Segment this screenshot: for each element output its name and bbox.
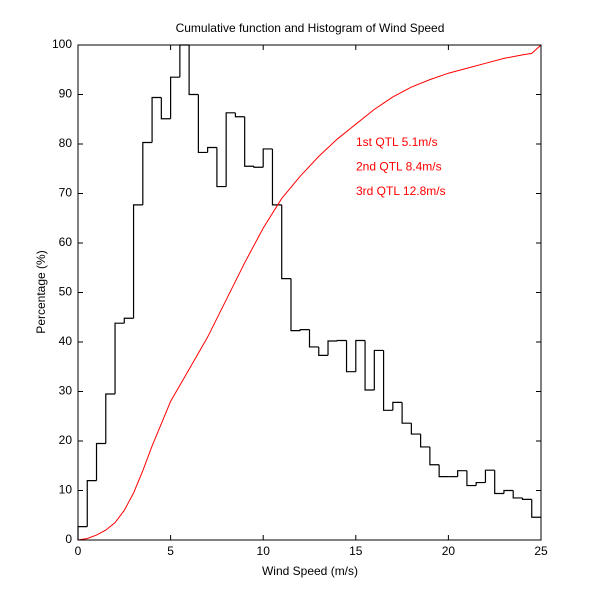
annotation: 1st QTL 5.1m/s <box>356 135 438 149</box>
histogram-step <box>410 423 421 435</box>
histogram-step <box>401 402 412 424</box>
y-tick-label: 80 <box>59 136 73 150</box>
annotation: 3rd QTL 12.8m/s <box>356 184 446 198</box>
histogram-step <box>151 96 162 143</box>
histogram-step <box>308 329 319 348</box>
histogram-step <box>475 481 486 486</box>
chart-title: Cumulative function and Histogram of Win… <box>176 21 445 35</box>
histogram-step <box>420 434 430 448</box>
histogram-step <box>484 469 495 483</box>
histogram-step <box>512 490 523 499</box>
y-tick-label: 60 <box>59 235 73 249</box>
cdf-line <box>77 44 542 541</box>
histogram-step <box>271 148 282 206</box>
histogram-step <box>132 204 143 319</box>
histogram-step <box>142 141 153 205</box>
y-tick-label: 100 <box>52 37 72 51</box>
y-tick-label: 10 <box>59 483 73 497</box>
plot-frame <box>77 44 542 541</box>
histogram-step <box>438 464 449 478</box>
histogram-step <box>382 350 393 411</box>
histogram-step <box>123 317 134 324</box>
histogram-step <box>494 470 504 495</box>
histogram-step <box>373 349 384 391</box>
y-tick-label: 70 <box>59 186 73 200</box>
histogram-step <box>188 45 199 96</box>
x-tick-label: 25 <box>534 544 548 558</box>
histogram-step <box>234 112 245 118</box>
histogram-step <box>197 94 208 154</box>
histogram-step <box>503 489 514 494</box>
y-tick-label: 40 <box>59 334 73 348</box>
x-tick-label: 0 <box>75 544 82 558</box>
y-tick-label: 20 <box>59 433 73 447</box>
y-tick-label: 50 <box>59 285 73 299</box>
histogram-step <box>170 76 180 119</box>
histogram-step <box>327 340 338 356</box>
histogram-step <box>105 393 116 444</box>
histogram-step <box>531 499 541 518</box>
histogram-step <box>290 278 301 332</box>
histogram-step <box>466 470 477 487</box>
histogram-step <box>207 146 217 153</box>
histogram-step <box>253 166 264 168</box>
y-tick-label: 90 <box>59 87 73 101</box>
x-tick-label: 10 <box>257 544 271 558</box>
histogram-step <box>86 480 97 527</box>
y-axis-label: Percentage (%) <box>34 250 48 333</box>
histogram-step <box>216 147 227 188</box>
histogram-step <box>95 442 106 481</box>
histogram-step <box>225 112 236 187</box>
histogram-step <box>262 148 273 168</box>
histogram-step <box>281 204 291 280</box>
annotation: 2nd QTL 8.4m/s <box>356 160 442 174</box>
x-axis-label: Wind Speed (m/s) <box>262 564 358 578</box>
histogram-step <box>114 322 125 394</box>
x-tick-label: 20 <box>442 544 456 558</box>
histogram-step <box>160 97 171 120</box>
histogram-step <box>355 339 366 372</box>
histogram-step <box>521 497 532 501</box>
x-tick-label: 5 <box>167 544 174 558</box>
histogram-step <box>392 401 403 411</box>
histogram-step <box>318 346 329 356</box>
y-tick-label: 30 <box>59 384 73 398</box>
histogram-step <box>345 340 356 373</box>
histogram-step <box>457 470 467 477</box>
y-tick-label: 0 <box>65 532 72 546</box>
x-tick-label: 15 <box>349 544 363 558</box>
histogram-step <box>299 329 310 331</box>
histogram-step <box>244 116 254 167</box>
histogram-step <box>429 446 440 466</box>
histogram-step <box>364 340 375 391</box>
